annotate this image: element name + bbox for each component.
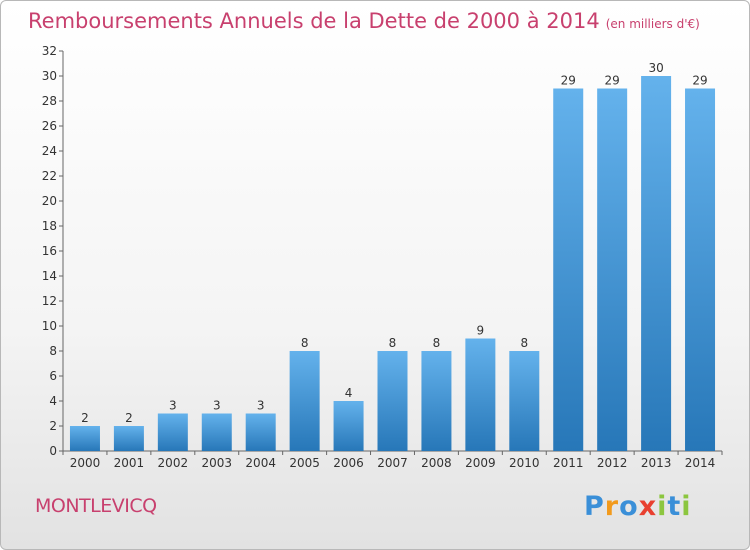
bar (641, 76, 672, 451)
data-label: 3 (257, 399, 265, 413)
data-label: 8 (520, 336, 528, 350)
x-tick-label: 2007 (377, 456, 408, 470)
chart-subtitle: (en milliers d'€) (605, 17, 700, 31)
x-tick-label: 2006 (333, 456, 364, 470)
y-tick-label: 18 (42, 219, 57, 233)
commune-name: MONTLEVICQ (35, 495, 157, 517)
logo-letter: P (584, 491, 605, 522)
y-tick-label: 22 (42, 169, 57, 183)
chart-title: Remboursements Annuels de la Dette de 20… (28, 9, 700, 33)
bar (333, 401, 364, 451)
data-label: 29 (605, 74, 620, 88)
data-label: 2 (125, 411, 133, 425)
y-tick-label: 20 (42, 194, 57, 208)
y-tick-label: 6 (49, 369, 57, 383)
logo-letter: t (667, 491, 682, 522)
y-tick-label: 28 (42, 94, 57, 108)
x-tick-label: 2012 (597, 456, 628, 470)
bar (201, 413, 232, 451)
bar (245, 413, 276, 451)
x-tick-label: 2010 (509, 456, 540, 470)
y-tick-label: 30 (42, 69, 57, 83)
x-tick-label: 2008 (421, 456, 452, 470)
bar (509, 351, 540, 451)
logo-letter: x (638, 491, 658, 522)
bar (289, 351, 320, 451)
y-tick-label: 32 (42, 44, 57, 58)
y-tick-label: 12 (42, 294, 57, 308)
data-label: 9 (477, 324, 485, 338)
logo-letter: i (681, 491, 692, 522)
data-label: 29 (692, 74, 707, 88)
x-tick-label: 2004 (245, 456, 276, 470)
y-tick-label: 2 (49, 419, 57, 433)
bar (377, 351, 408, 451)
x-tick-label: 2005 (289, 456, 320, 470)
data-label: 4 (345, 386, 353, 400)
y-tick-label: 10 (42, 319, 57, 333)
data-label: 8 (301, 336, 309, 350)
logo-letter: o (619, 491, 639, 522)
bar (597, 88, 628, 451)
x-tick-label: 2009 (465, 456, 496, 470)
y-tick-label: 0 (49, 444, 57, 458)
bars-group (69, 76, 716, 451)
x-tick-label: 2002 (158, 456, 189, 470)
bar (69, 426, 100, 451)
bar (553, 88, 584, 451)
x-tick-label: 2014 (685, 456, 716, 470)
data-label: 29 (561, 74, 576, 88)
bar (685, 88, 716, 451)
y-tick-label: 14 (42, 269, 57, 283)
chart-title-text: Remboursements Annuels de la Dette de 20… (28, 9, 600, 33)
y-tick-label: 16 (42, 244, 57, 258)
data-label: 30 (648, 61, 663, 75)
proxiti-logo: Proxiti (584, 491, 692, 522)
x-tick-label: 2001 (114, 456, 145, 470)
bar (157, 413, 188, 451)
data-label: 3 (213, 399, 221, 413)
x-tick-label: 2013 (641, 456, 672, 470)
data-label: 8 (433, 336, 441, 350)
y-tick-label: 4 (49, 394, 57, 408)
bar (421, 351, 452, 451)
x-axis: 2000 2001 2002 2003 2004 2005 2006 2007 2008 2009… (62, 450, 723, 470)
y-tick-label: 24 (42, 144, 57, 158)
data-label: 2 (81, 411, 89, 425)
data-labels-group: 2 2 3 3 3 8 4 8 8 9 8 29 29 30 29 (81, 61, 708, 425)
logo-letter: r (604, 491, 620, 522)
data-label: 8 (389, 336, 397, 350)
y-tick-label: 26 (42, 119, 57, 133)
bar (113, 426, 144, 451)
data-label: 3 (169, 399, 177, 413)
y-tick-label: 8 (49, 344, 57, 358)
x-tick-label: 2011 (553, 456, 584, 470)
x-tick-label: 2003 (201, 456, 232, 470)
bar (465, 338, 496, 451)
logo-letter: i (657, 491, 668, 522)
x-tick-label: 2000 (70, 456, 101, 470)
